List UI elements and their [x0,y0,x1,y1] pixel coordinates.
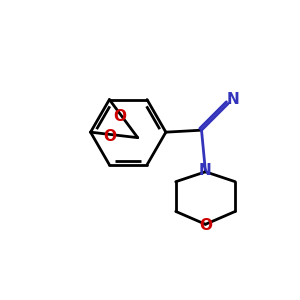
Text: N: N [227,92,239,107]
Text: N: N [199,163,212,178]
Text: O: O [104,129,117,144]
Text: O: O [113,109,126,124]
Text: O: O [199,218,212,233]
